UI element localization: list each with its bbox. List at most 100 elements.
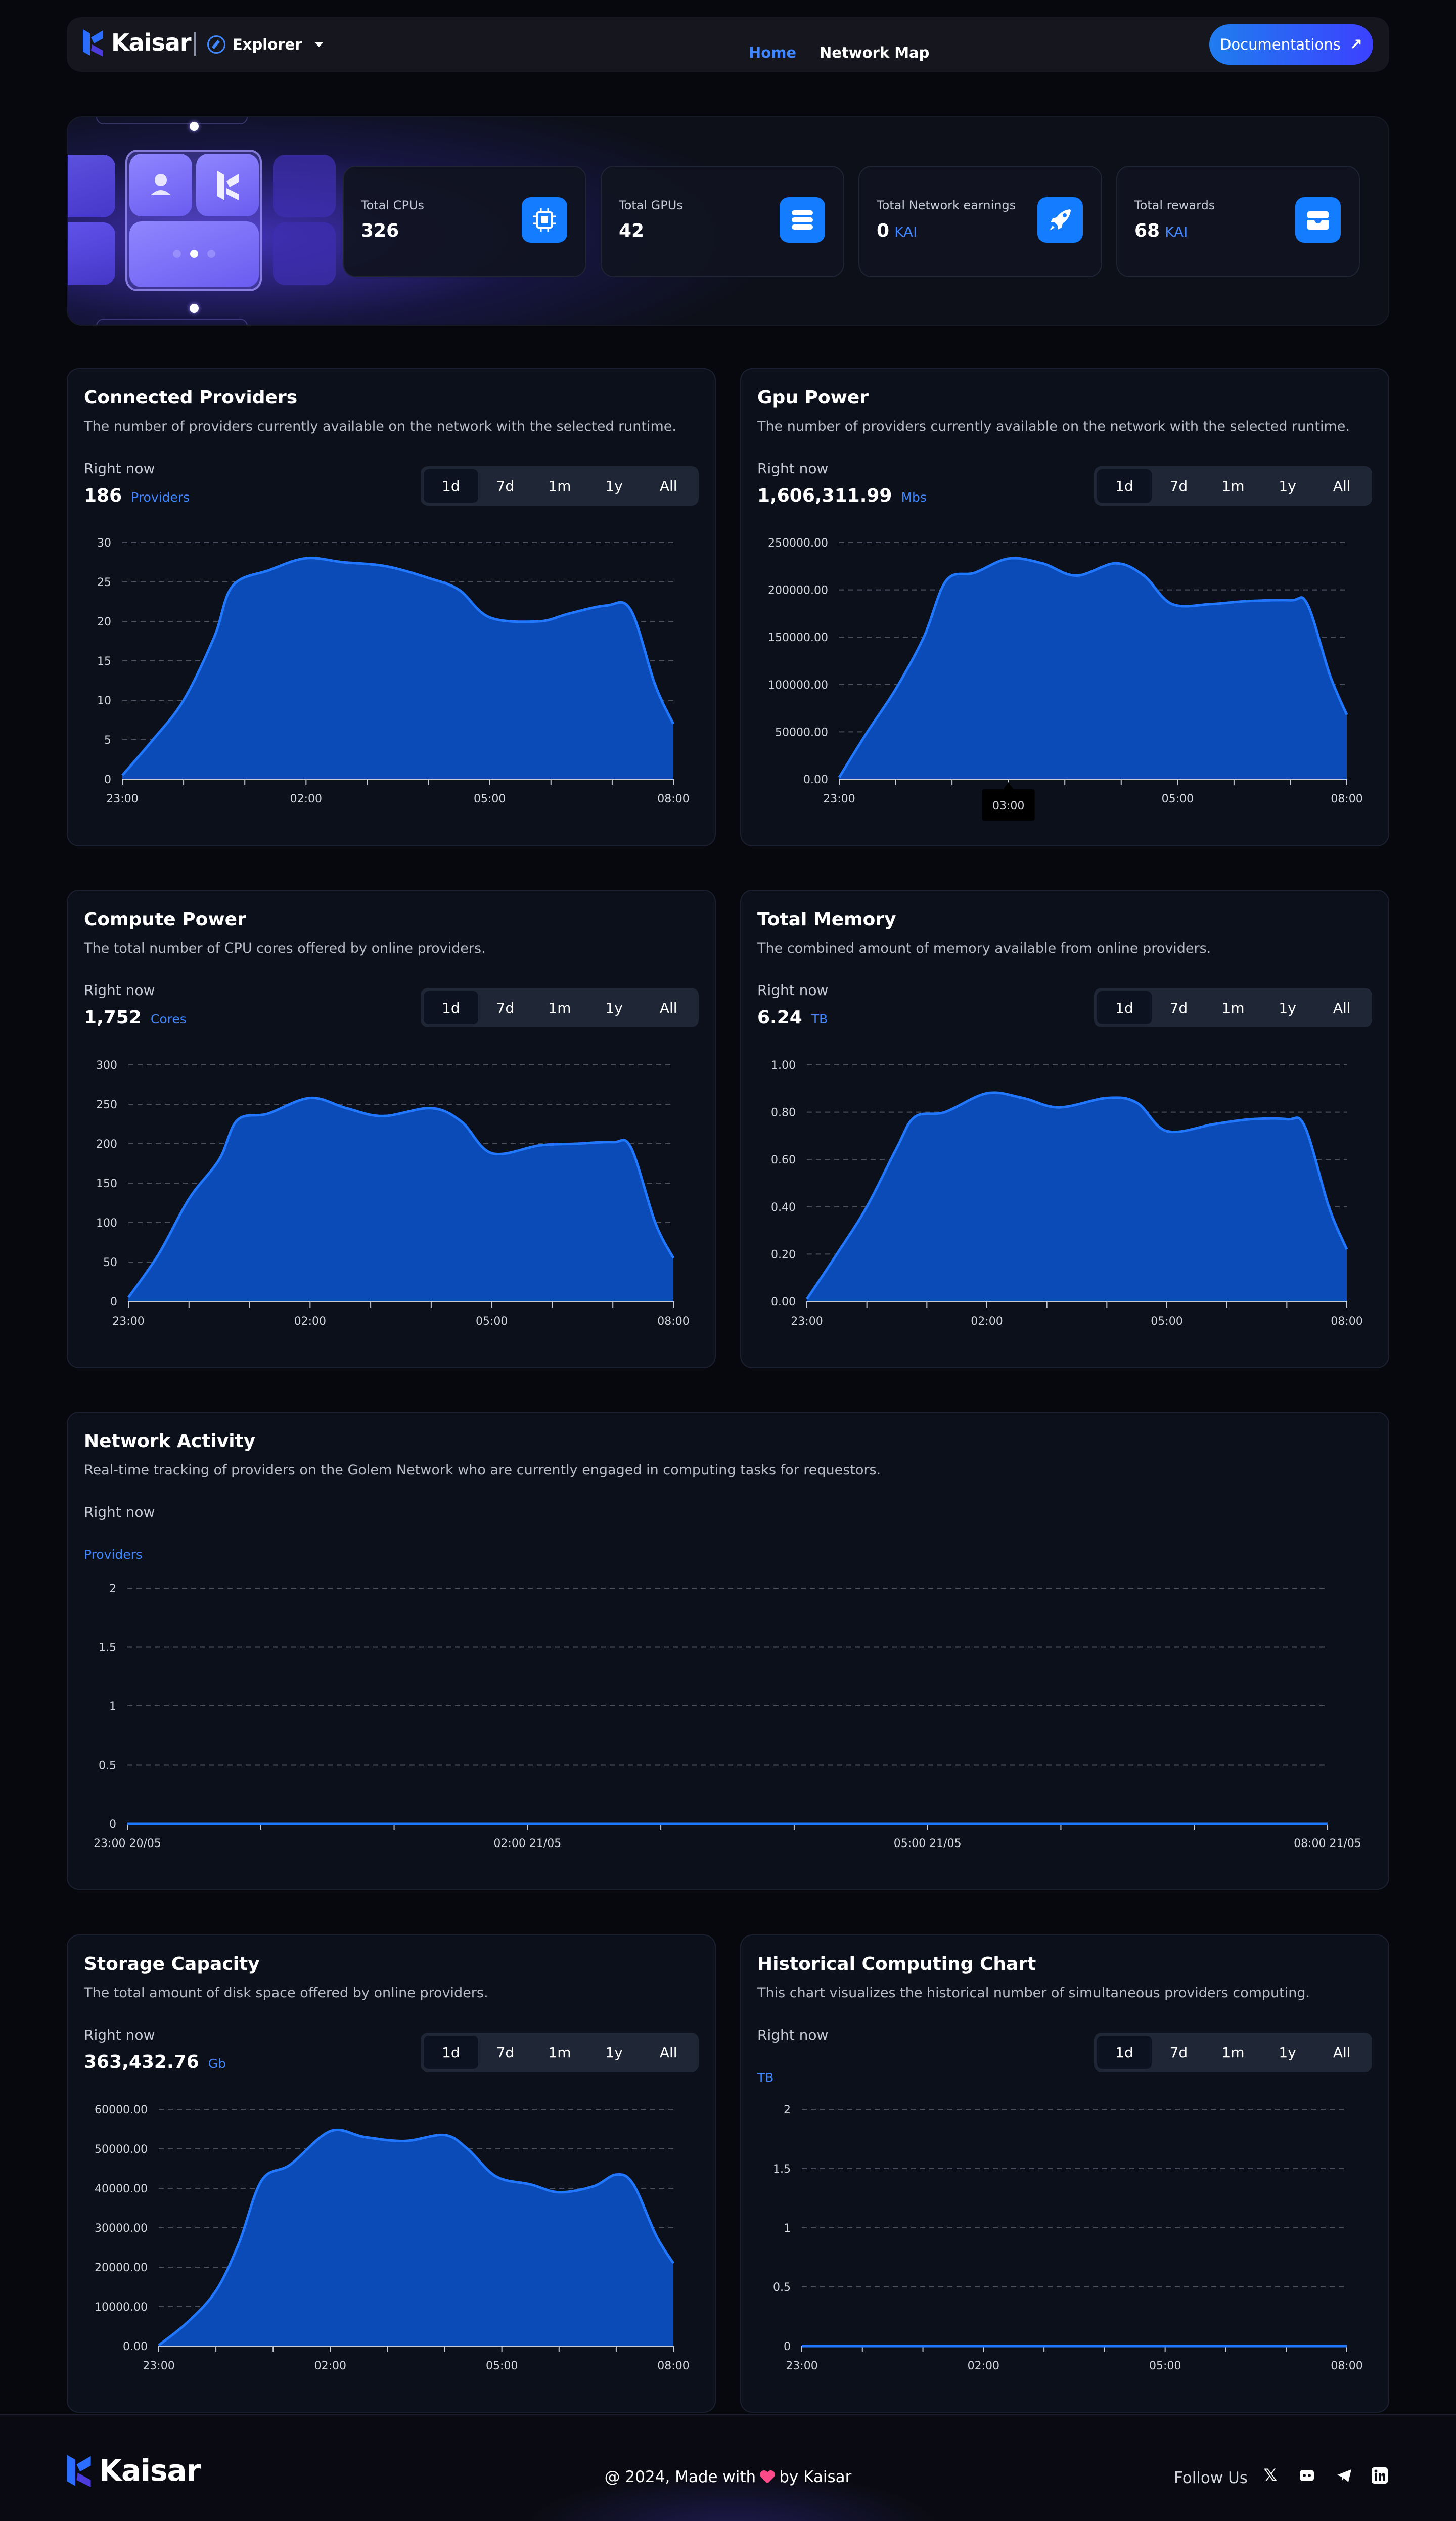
y-tick-label: 0.5 bbox=[99, 1760, 116, 1772]
kaisar-logo-icon bbox=[67, 2455, 91, 2488]
x-tick-label: 05:00 bbox=[476, 1315, 508, 1328]
range-1d-button[interactable]: 1d bbox=[424, 469, 478, 503]
linkedin-icon[interactable] bbox=[1370, 2466, 1389, 2485]
range-1y-button[interactable]: 1y bbox=[605, 477, 623, 494]
x-tick-label: 05:00 21/05 bbox=[894, 1837, 962, 1850]
y-tick-label: 50000.00 bbox=[775, 726, 828, 739]
card-description: The number of providers currently availa… bbox=[757, 419, 1350, 434]
range-1m-button[interactable]: 1m bbox=[548, 2044, 571, 2061]
range-7d-button[interactable]: 7d bbox=[1169, 477, 1188, 494]
y-tick-label: 0 bbox=[110, 1296, 117, 1309]
range-1y-button[interactable]: 1y bbox=[605, 2044, 623, 2061]
range-1d-button[interactable]: 1d bbox=[1097, 991, 1152, 1024]
card-description: Real-time tracking of providers on the G… bbox=[84, 1462, 881, 1478]
x-tick-label: 05:00 bbox=[486, 2360, 518, 2372]
range-1m-button[interactable]: 1m bbox=[1221, 999, 1245, 1016]
current-value: 1,752 Cores bbox=[84, 1007, 187, 1028]
decor-tile bbox=[68, 222, 115, 285]
kaisar-logo[interactable]: Kaisar bbox=[82, 27, 192, 58]
decor-dot bbox=[190, 250, 198, 258]
x-tick-label: 02:00 bbox=[971, 1315, 1003, 1328]
y-tick-label: 30000.00 bbox=[95, 2222, 148, 2235]
range-1m-button[interactable]: 1m bbox=[1221, 477, 1245, 494]
chart-storage-capacity: 0.00 10000.00 20000.00 30000.00 40000.00 5000… bbox=[95, 2104, 690, 2372]
y-tick-label: 0 bbox=[109, 1818, 116, 1831]
range-7d-button[interactable]: 7d bbox=[1169, 999, 1188, 1016]
decor-dot bbox=[207, 250, 215, 258]
range-all-button[interactable]: All bbox=[1333, 999, 1351, 1016]
y-tick-label: 150000.00 bbox=[768, 632, 828, 644]
y-tick-label: 40000.00 bbox=[95, 2183, 148, 2195]
y-tick-label: 300 bbox=[96, 1059, 117, 1072]
range-1d-button[interactable]: 1d bbox=[424, 991, 478, 1024]
chart-card-network-activity: Network Activity Real-time tracking of pr… bbox=[67, 1412, 1389, 1890]
y-tick-label: 200 bbox=[96, 1138, 117, 1151]
x-tick-label: 02:00 21/05 bbox=[493, 1837, 561, 1850]
chart-gpu-power: 0.00 50000.00 100000.00 150000.00 200000.00 2… bbox=[768, 537, 1363, 821]
range-all-button[interactable]: All bbox=[1333, 477, 1351, 494]
range-1m-button[interactable]: 1m bbox=[1221, 2044, 1245, 2061]
x-tick-label: 08:00 bbox=[1331, 1315, 1362, 1328]
top-navbar: Kaisar Explorer Home Network Map bbox=[67, 17, 1389, 72]
x-tick-label: 02:00 bbox=[294, 1315, 326, 1328]
range-1d-button[interactable]: 1d bbox=[1097, 469, 1152, 503]
chart-card-total-memory: Total Memory The combined amount of memor… bbox=[740, 890, 1389, 1368]
chart-card-gpu-power: Gpu Power The number of providers current… bbox=[740, 368, 1389, 846]
range-1y-button[interactable]: 1y bbox=[605, 999, 623, 1016]
y-tick-label: 20000.00 bbox=[95, 2262, 148, 2274]
right-now-label: Right now bbox=[757, 982, 829, 999]
range-all-button[interactable]: All bbox=[659, 2044, 677, 2061]
stat-label: Total CPUs bbox=[361, 198, 424, 212]
chart-card-storage-capacity: Storage Capacity The total amount of disk… bbox=[67, 1934, 716, 2413]
range-1m-button[interactable]: 1m bbox=[548, 477, 571, 494]
time-range-selector: 1d 7d 1m 1y All bbox=[1094, 2033, 1372, 2072]
value-unit: TB bbox=[811, 1012, 828, 1026]
documentations-button[interactable]: Documentations ↗ bbox=[1209, 24, 1373, 65]
kaisar-logo-icon bbox=[83, 29, 103, 57]
range-1y-button[interactable]: 1y bbox=[1279, 477, 1296, 494]
explorer-dropdown[interactable]: Explorer bbox=[207, 32, 324, 57]
x-tick-label: 08:00 bbox=[657, 793, 689, 805]
range-7d-button[interactable]: 7d bbox=[496, 999, 515, 1016]
telegram-icon[interactable] bbox=[1335, 2466, 1354, 2485]
range-1y-button[interactable]: 1y bbox=[1279, 2044, 1296, 2061]
range-7d-button[interactable]: 7d bbox=[1169, 2044, 1188, 2061]
stat-label: Total rewards bbox=[1134, 198, 1215, 212]
range-all-button[interactable]: All bbox=[659, 999, 677, 1016]
x-tick-label: 05:00 bbox=[1162, 793, 1194, 805]
x-tick-label: 05:00 bbox=[474, 793, 506, 805]
series-area bbox=[159, 2130, 673, 2346]
y-tick-label: 0.00 bbox=[123, 2340, 148, 2353]
right-now-label: Right now bbox=[84, 1504, 155, 1520]
x-tick-label: 02:00 bbox=[314, 2360, 346, 2372]
range-7d-button[interactable]: 7d bbox=[496, 2044, 515, 2061]
decor-dot bbox=[173, 250, 181, 258]
nav-link-network-map[interactable]: Network Map bbox=[820, 44, 930, 61]
discord-icon[interactable] bbox=[1297, 2466, 1316, 2485]
value-unit: Gb bbox=[208, 2056, 226, 2071]
value-unit: Providers bbox=[84, 1547, 143, 1562]
footer-logo[interactable]: Kaisar bbox=[66, 2452, 201, 2489]
range-all-button[interactable]: All bbox=[659, 477, 677, 494]
cpu-icon bbox=[522, 197, 567, 243]
x-tick-label: 23:00 bbox=[823, 793, 855, 805]
range-all-button[interactable]: All bbox=[1333, 2044, 1351, 2061]
range-1m-button[interactable]: 1m bbox=[548, 999, 571, 1016]
right-now-label: Right now bbox=[757, 2027, 829, 2043]
y-tick-label: 0.5 bbox=[773, 2281, 791, 2294]
range-1d-button[interactable]: 1d bbox=[1097, 2036, 1152, 2069]
y-tick-label: 15 bbox=[97, 655, 111, 668]
time-range-selector: 1d 7d 1m 1y All bbox=[421, 466, 699, 506]
series-line bbox=[838, 557, 1348, 778]
decor-dot bbox=[190, 122, 199, 131]
range-7d-button[interactable]: 7d bbox=[496, 477, 515, 494]
range-1y-button[interactable]: 1y bbox=[1279, 999, 1296, 1016]
kaisar-tile bbox=[196, 154, 259, 216]
y-tick-label: 1 bbox=[109, 1700, 116, 1713]
right-now-label: Right now bbox=[84, 460, 155, 477]
x-icon[interactable]: 𝕏 bbox=[1263, 2465, 1278, 2486]
range-1d-button[interactable]: 1d bbox=[424, 2036, 478, 2069]
nav-link-home[interactable]: Home bbox=[749, 44, 797, 61]
value-unit: Cores bbox=[150, 1012, 187, 1026]
card-title: Connected Providers bbox=[84, 387, 298, 408]
